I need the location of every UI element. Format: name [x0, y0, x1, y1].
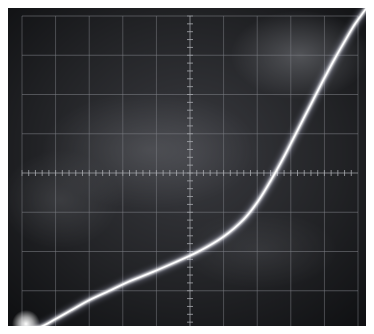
data-point: [293, 135, 296, 138]
data-point: [222, 235, 225, 238]
data-point: [199, 249, 201, 252]
data-point: [175, 260, 178, 263]
data-point: [313, 96, 316, 99]
data-point: [71, 308, 74, 311]
data-point: [303, 116, 306, 119]
data-point: [323, 77, 326, 79]
data-point: [152, 271, 154, 273]
data-point: [353, 23, 356, 26]
data-point: [256, 201, 259, 204]
data-point: [128, 280, 131, 283]
data-point: [88, 299, 91, 302]
data-point: [269, 179, 272, 182]
data-point: [283, 155, 285, 158]
data-point: [333, 58, 336, 61]
data-point: [242, 218, 245, 221]
data-point: [108, 289, 111, 292]
data-point: [343, 40, 346, 43]
data-point: [54, 318, 57, 320]
